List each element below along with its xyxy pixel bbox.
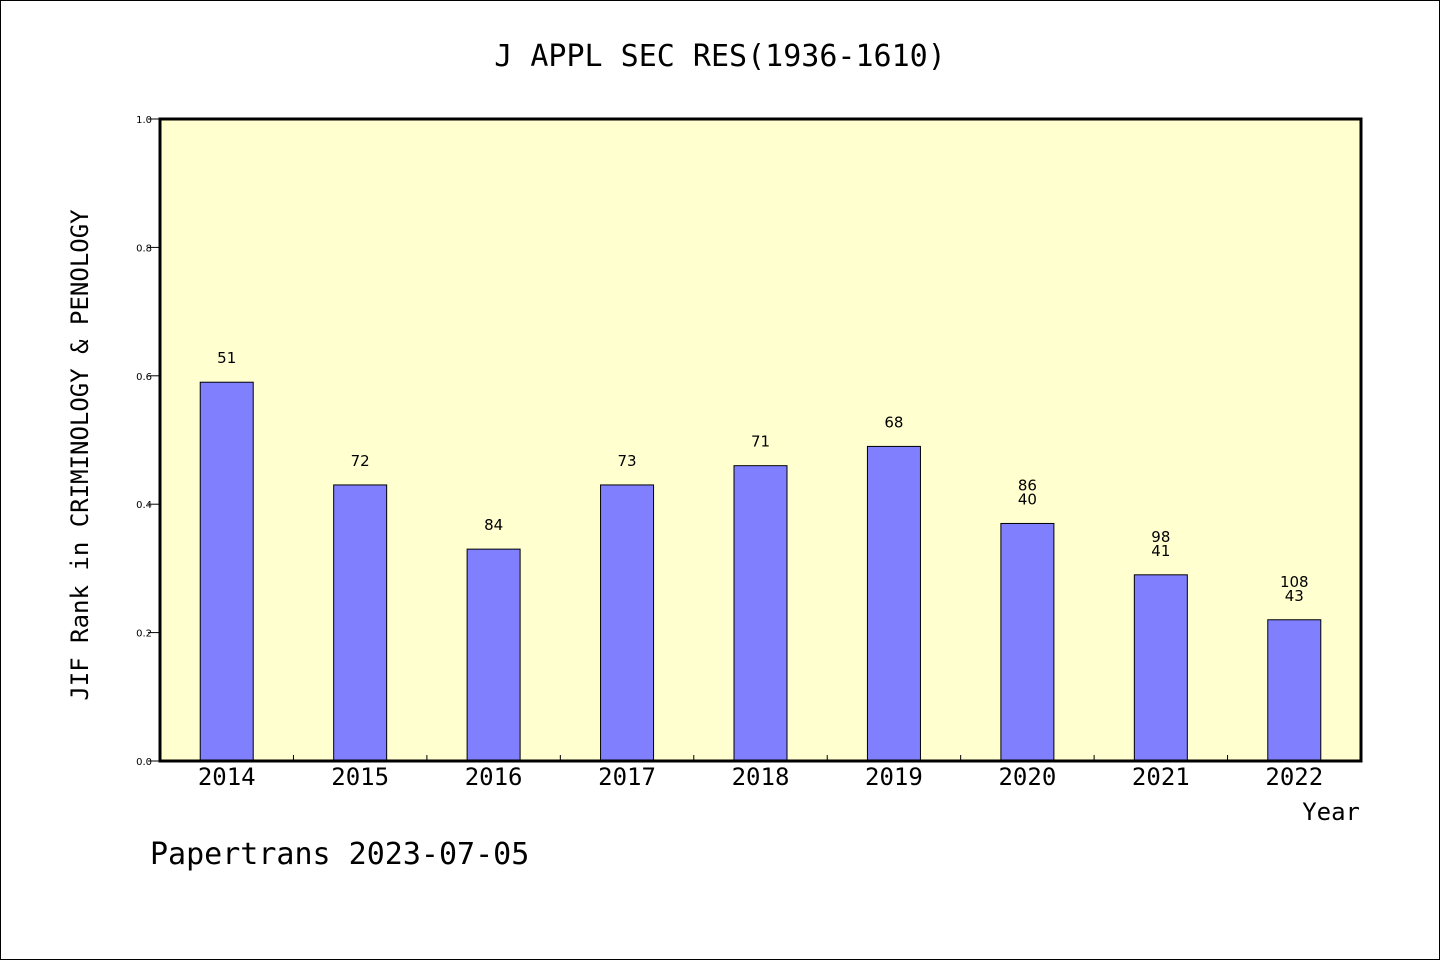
bar-2016 <box>466 548 521 762</box>
bar-2020 <box>1000 522 1055 762</box>
data-label-2022-1: 108 <box>1280 573 1309 591</box>
x-tick-label-2020: 2020 <box>998 763 1056 791</box>
x-tick-label-2019: 2019 <box>865 763 923 791</box>
bar-2014 <box>199 381 254 762</box>
x-tick-label-2016: 2016 <box>465 763 523 791</box>
data-label-2016-1: 84 <box>484 516 503 534</box>
x-axis-ticks: 2014 2015 2016 2017 2018 2019 2020 2021 2022 <box>198 755 1323 791</box>
y-tick-label-5: 1.0 <box>136 115 152 126</box>
y-tick-label-3: 0.6 <box>136 372 152 383</box>
data-label-2020-2: 40 <box>1018 490 1037 508</box>
bar-2022 <box>1267 619 1322 762</box>
x-tick-label-2022: 2022 <box>1265 763 1323 791</box>
data-label-2019-1: 68 <box>884 413 903 431</box>
data-label-2021-1: 98 <box>1151 528 1170 546</box>
bar-2019 <box>866 445 921 762</box>
data-label-2014-1: 51 <box>217 349 236 367</box>
bar-2017 <box>600 484 655 762</box>
plot-border <box>158 117 1363 763</box>
bar-2015 <box>333 484 388 762</box>
data-label-2017-1: 73 <box>618 452 637 470</box>
y-tick-label-1: 0.2 <box>136 629 152 640</box>
x-axis-label: Year <box>1302 798 1360 826</box>
data-label-2020-1: 86 <box>1018 476 1037 494</box>
bar-2021 <box>1133 574 1188 762</box>
y-tick-label-2: 0.4 <box>136 500 152 511</box>
x-tick-label-2018: 2018 <box>732 763 790 791</box>
bar-2018 <box>733 465 788 762</box>
y-tick-label-0: 0.0 <box>136 757 152 768</box>
data-label-2022-2: 43 <box>1285 587 1304 605</box>
y-tick-label-4: 0.8 <box>136 243 152 254</box>
data-label-2018-1: 71 <box>751 433 770 451</box>
y-axis-ticks: 0.0 0.2 0.4 0.6 0.8 1.0 <box>136 115 160 768</box>
x-tick-label-2021: 2021 <box>1132 763 1190 791</box>
x-tick-label-2017: 2017 <box>598 763 656 791</box>
y-axis-label: JIF Rank in CRIMINOLOGY & PENOLOGY <box>66 209 94 701</box>
bars-layer <box>199 381 1322 762</box>
chart-title: J APPL SEC RES(1936-1610) <box>494 39 946 74</box>
data-label-2021-2: 41 <box>1151 542 1170 560</box>
footer-stamp: Papertrans 2023-07-05 <box>150 837 529 872</box>
x-tick-label-2014: 2014 <box>198 763 256 791</box>
data-label-2015-1: 72 <box>351 452 370 470</box>
x-tick-label-2015: 2015 <box>331 763 389 791</box>
